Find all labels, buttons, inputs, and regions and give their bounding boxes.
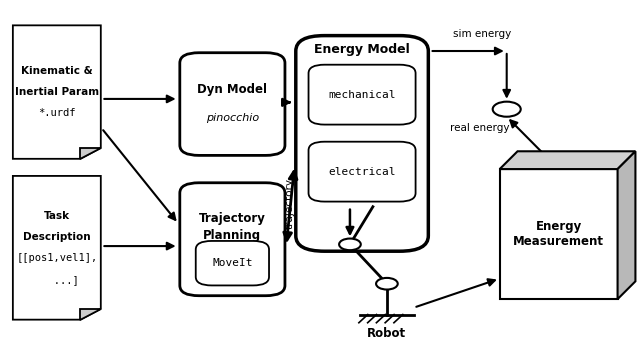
FancyBboxPatch shape xyxy=(308,142,415,201)
Text: Trajectory: Trajectory xyxy=(199,213,266,225)
Text: Energy
Measurement: Energy Measurement xyxy=(513,220,604,248)
Polygon shape xyxy=(81,309,100,320)
Text: Inertial Param: Inertial Param xyxy=(15,87,99,97)
Text: real energy: real energy xyxy=(450,123,509,133)
Text: ...]: ...] xyxy=(35,275,79,285)
Polygon shape xyxy=(500,151,636,169)
Text: Description: Description xyxy=(23,232,91,242)
FancyBboxPatch shape xyxy=(180,53,285,155)
Text: Planning: Planning xyxy=(204,229,262,242)
Polygon shape xyxy=(13,25,100,159)
Circle shape xyxy=(493,102,521,117)
Text: Robot: Robot xyxy=(367,327,406,340)
Text: Task: Task xyxy=(44,211,70,221)
Circle shape xyxy=(376,278,397,289)
Text: electrical: electrical xyxy=(328,167,396,177)
Text: MoveIt: MoveIt xyxy=(212,258,253,268)
Text: trajectory: trajectory xyxy=(285,178,295,229)
Polygon shape xyxy=(500,169,618,299)
Text: Energy Model: Energy Model xyxy=(314,43,410,56)
Text: [[pos1,vel1],: [[pos1,vel1], xyxy=(16,253,97,263)
Circle shape xyxy=(339,238,361,250)
Text: mechanical: mechanical xyxy=(328,90,396,100)
FancyBboxPatch shape xyxy=(196,241,269,285)
FancyBboxPatch shape xyxy=(296,36,428,251)
Polygon shape xyxy=(81,148,100,159)
FancyBboxPatch shape xyxy=(180,183,285,296)
Text: Kinematic &: Kinematic & xyxy=(21,66,93,76)
Text: Dyn Model: Dyn Model xyxy=(197,83,268,96)
Text: sim energy: sim energy xyxy=(453,29,511,39)
FancyBboxPatch shape xyxy=(308,65,415,125)
Text: pinocchio: pinocchio xyxy=(206,114,259,124)
Text: *.urdf: *.urdf xyxy=(38,108,76,118)
Polygon shape xyxy=(618,151,636,299)
Polygon shape xyxy=(13,176,100,320)
